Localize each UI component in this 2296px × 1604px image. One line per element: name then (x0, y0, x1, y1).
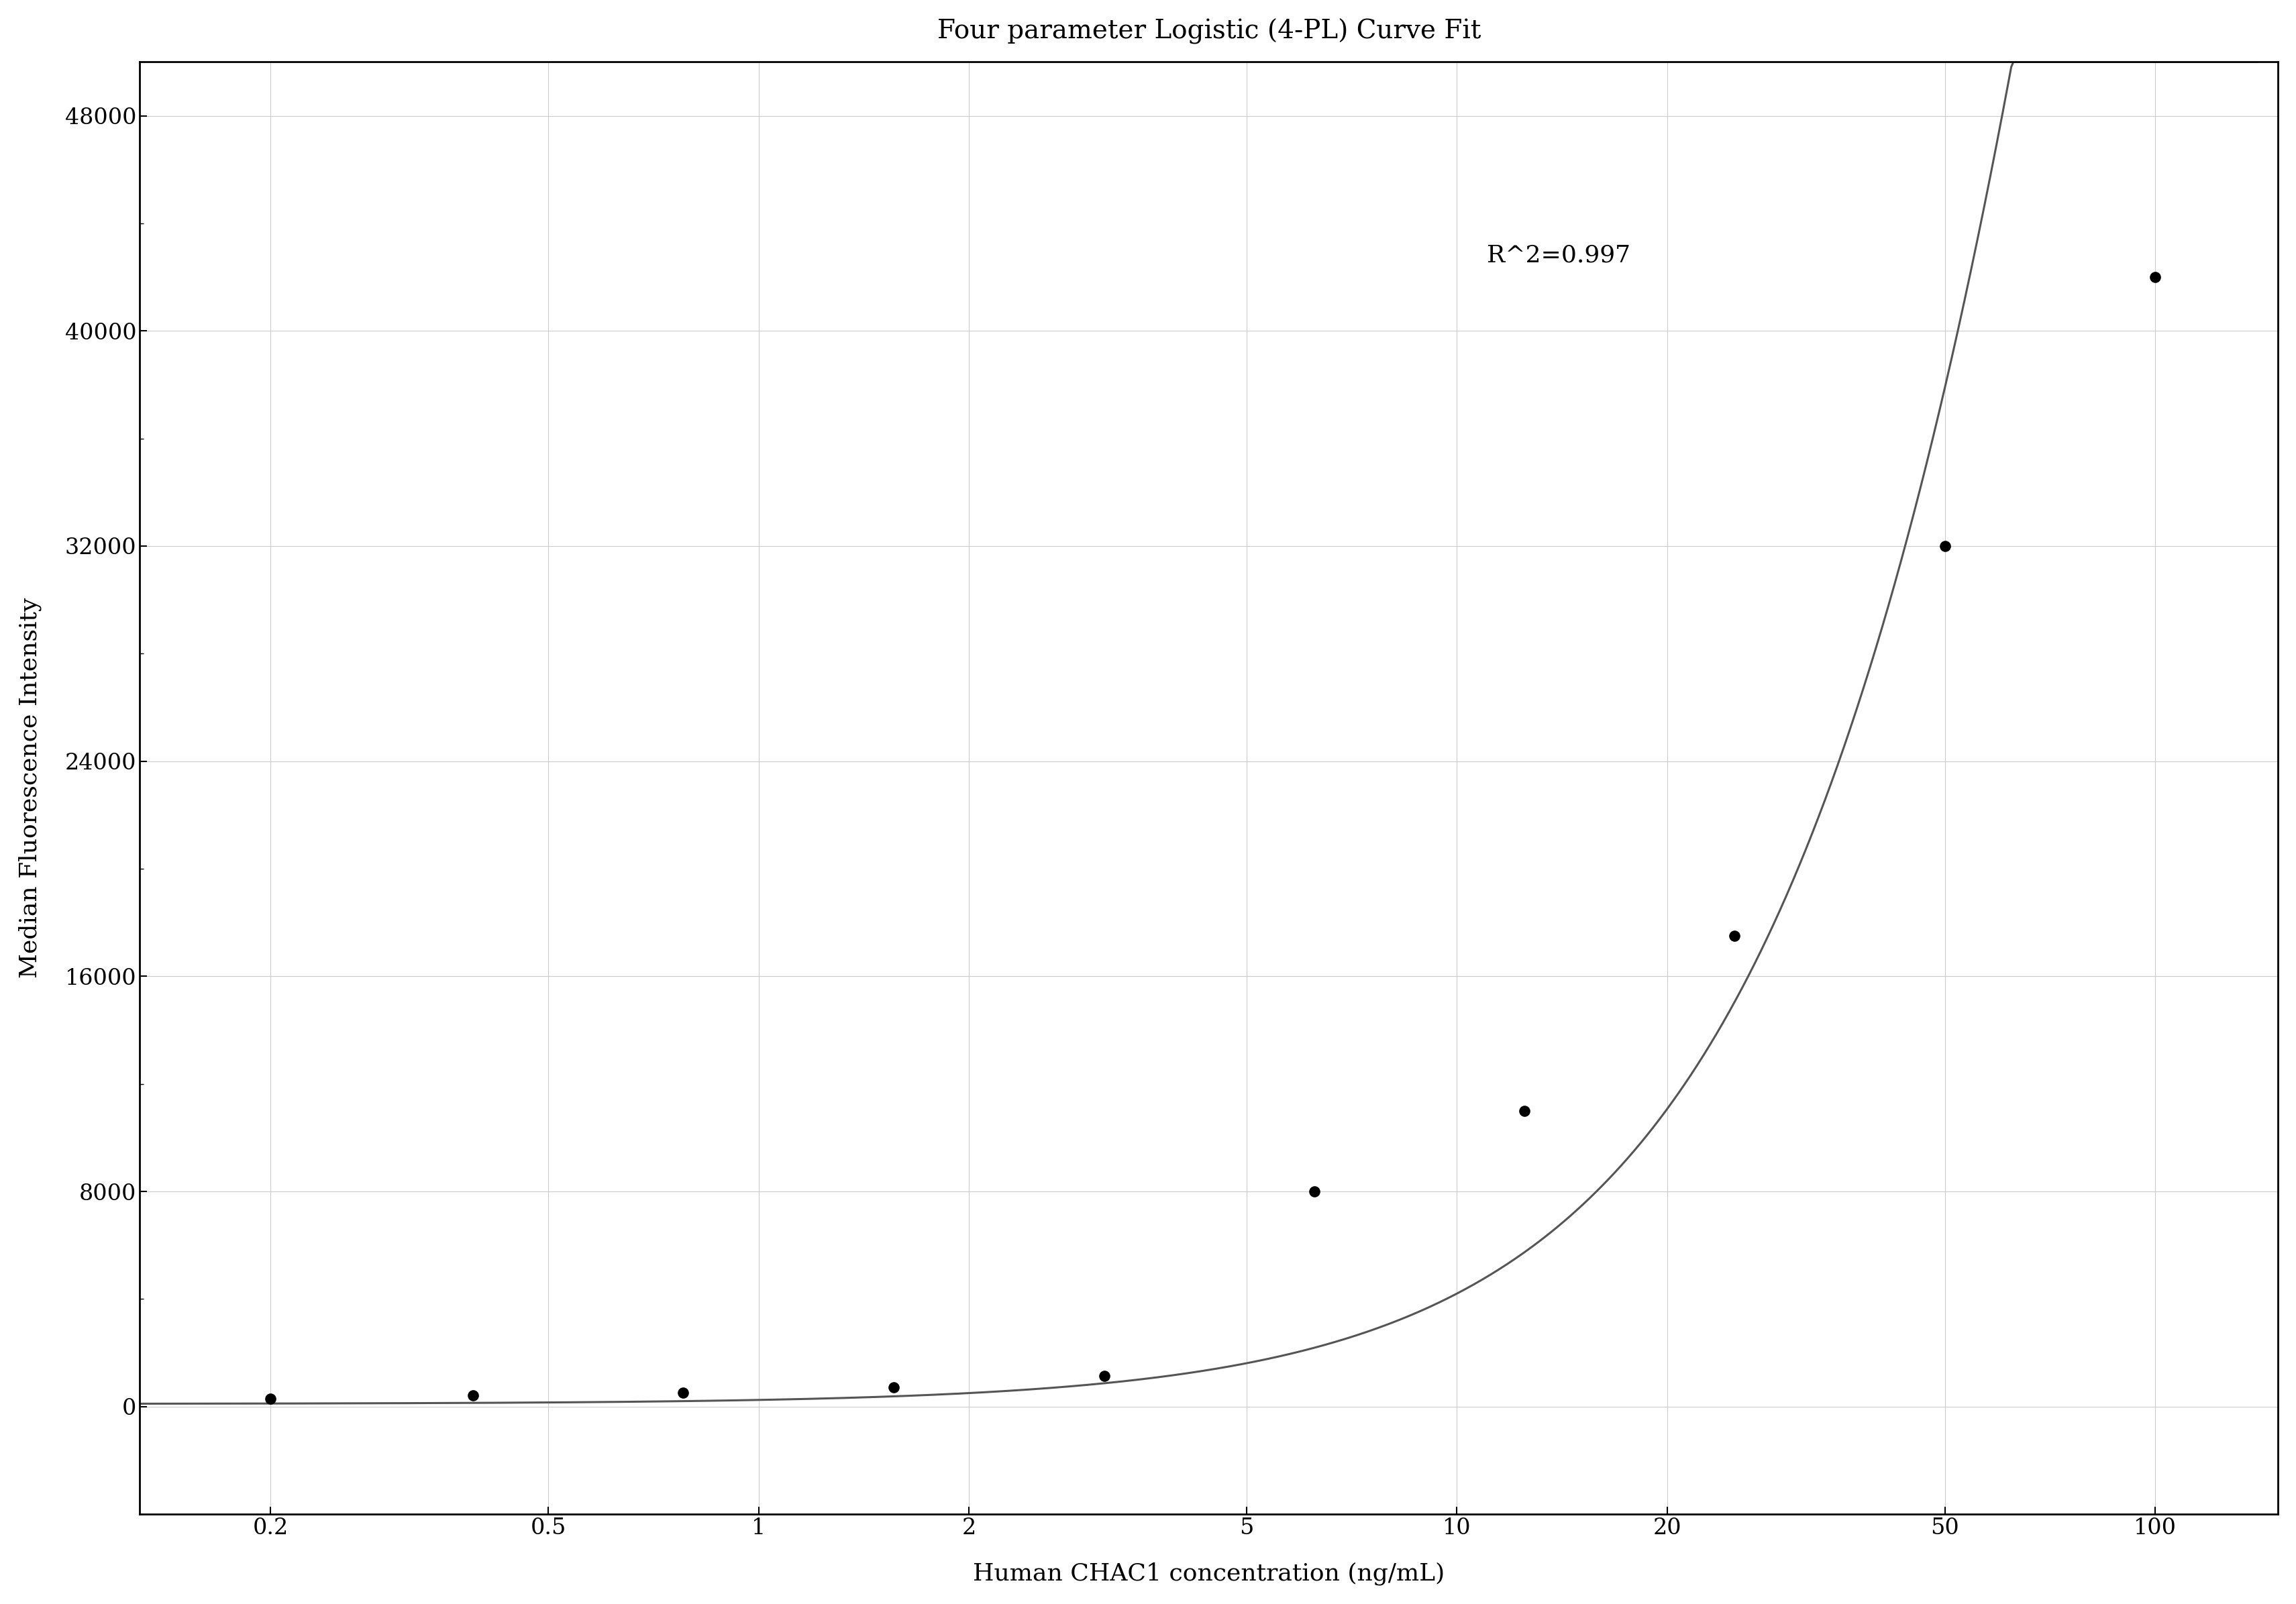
Text: R^2=0.997: R^2=0.997 (1486, 244, 1630, 266)
Point (1506, 1099, 1543, 1124)
Point (875, 1375, 912, 1400)
Point (1295, 1179, 1332, 1205)
Point (664, 1379, 700, 1405)
Point (2135, 265, 2172, 290)
Point (253, 1386, 289, 1412)
Title: Four parameter Logistic (4-PL) Curve Fit: Four parameter Logistic (4-PL) Curve Fit (937, 19, 1481, 45)
Point (1086, 1363, 1123, 1389)
X-axis label: Human CHAC1 concentration (ng/mL): Human CHAC1 concentration (ng/mL) (974, 1562, 1444, 1585)
Point (1926, 533, 1963, 558)
Point (1715, 924, 1752, 950)
Point (455, 1383, 491, 1408)
Y-axis label: Median Fluorescence Intensity: Median Fluorescence Intensity (18, 598, 41, 978)
